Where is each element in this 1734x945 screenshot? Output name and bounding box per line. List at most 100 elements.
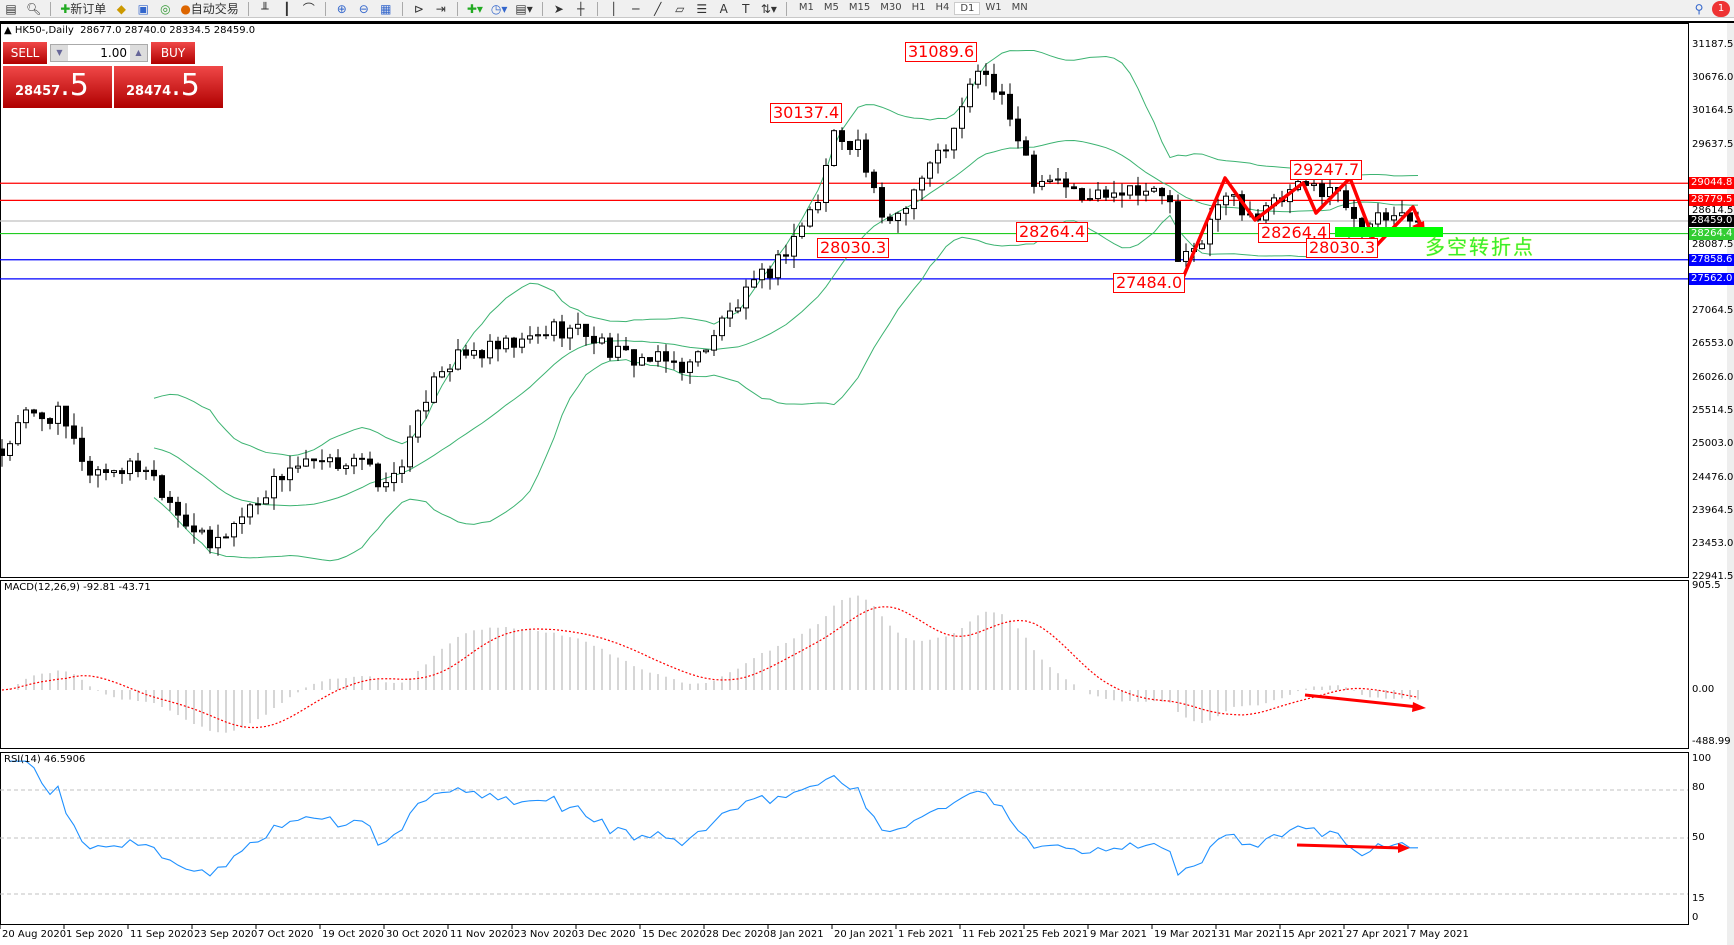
timeframe-m30[interactable]: M30 [880, 2, 902, 13]
candle-bullish [247, 504, 253, 518]
text-icon[interactable]: A [719, 1, 728, 16]
equidistant-channel-icon[interactable]: ▱ [675, 1, 685, 16]
candle-bullish [855, 139, 861, 150]
candle-bullish [471, 350, 477, 356]
sell-button[interactable]: SELL [3, 42, 47, 64]
candle-bullish [711, 335, 717, 351]
timeframe-h4[interactable]: H4 [935, 2, 950, 13]
timeframe-w1[interactable]: W1 [985, 2, 1002, 13]
candle-bullish [255, 503, 261, 506]
date-axis-label: 19 Mar 2021 [1154, 929, 1218, 940]
candle-bullish [239, 516, 245, 525]
zoom-search-icon[interactable]: 🔍︎ [26, 1, 42, 16]
candlestick-icon[interactable]: ┃ [283, 1, 291, 16]
price-axis-label: 23453.0 [1692, 538, 1734, 549]
lot-increase-button[interactable]: ▲ [130, 45, 147, 61]
candle-bearish [1383, 212, 1389, 221]
date-axis-label: 15 Apr 2021 [1282, 929, 1344, 940]
notification-badge[interactable]: 1 [1712, 0, 1730, 17]
candle-bullish [15, 422, 21, 445]
history-icon[interactable]: ◆ [116, 1, 126, 16]
separator [456, 1, 458, 16]
timeframe-mn[interactable]: MN [1011, 2, 1028, 13]
macd-axis-max: 905.5 [1692, 580, 1721, 591]
price-tag: 27562.0 [1689, 272, 1734, 285]
turning-point-zone [1335, 227, 1443, 237]
line-chart-icon[interactable]: ⌒ [302, 2, 315, 16]
candle-bearish [1319, 183, 1325, 198]
buy-price[interactable]: 28474.5 [114, 66, 223, 108]
candle-bearish [1407, 212, 1413, 222]
candle-bearish [335, 457, 341, 469]
candle-bullish [287, 467, 293, 481]
macd-axis-zero: 0.00 [1692, 684, 1715, 695]
crosshair-icon[interactable]: ┼ [577, 1, 585, 16]
candle-bearish [319, 460, 325, 463]
search-icon[interactable]: ⚲ [1694, 1, 1704, 16]
indicators-icon[interactable]: ✚▾ [466, 1, 483, 16]
chart-shift-icon[interactable]: ⇥ [435, 1, 446, 16]
candle-bearish [79, 437, 85, 462]
high-value: 28740.0 [124, 25, 167, 36]
zoom-out-icon[interactable]: ⊖ [358, 1, 369, 16]
timeframe-m1[interactable]: M1 [798, 2, 814, 13]
candle-bearish [559, 321, 565, 339]
rsi-axis-0: 0 [1692, 912, 1699, 923]
candle-bearish [783, 254, 789, 257]
trendline-icon[interactable]: ╱ [654, 1, 662, 16]
buy-button[interactable]: BUY [151, 42, 195, 64]
candle-bullish [391, 472, 397, 484]
candle-bullish [1199, 243, 1205, 250]
candle-bearish [663, 351, 669, 362]
timeframe-h1[interactable]: H1 [911, 2, 926, 13]
candle-bearish [1119, 192, 1125, 196]
zoom-in-icon[interactable]: ⊕ [336, 1, 347, 16]
annotation-low: 28030.3 [817, 238, 890, 258]
lot-value[interactable]: 1.00 [100, 46, 127, 60]
annotation-high: 31089.6 [905, 42, 978, 62]
cursor-icon[interactable]: ➤ [553, 1, 564, 16]
text-label-icon[interactable]: T [742, 1, 750, 16]
timeframe-d1[interactable]: D1 [954, 2, 981, 15]
price-tag: 28779.5 [1689, 194, 1734, 207]
price-axis-label: 28087.5 [1692, 239, 1734, 250]
templates-icon[interactable]: ▤▾ [515, 1, 533, 16]
candle-bullish [959, 106, 965, 129]
market-watch-icon[interactable]: ▣ [137, 1, 149, 16]
periods-clock-icon[interactable]: ◷▾ [490, 1, 508, 16]
separator [401, 1, 403, 16]
candle-bullish [551, 321, 557, 336]
candle-bullish [327, 457, 333, 463]
candle-bullish [599, 337, 605, 344]
candle-bearish [999, 91, 1005, 95]
fibonacci-icon[interactable]: ☰ [696, 1, 708, 16]
close-value: 28459.0 [213, 25, 256, 36]
candle-bearish [887, 216, 893, 222]
horizontal-line-icon[interactable]: ─ [632, 1, 640, 16]
bar-chart-icon[interactable]: ╨ [261, 1, 269, 16]
lot-decrease-button[interactable]: ▼ [51, 45, 68, 61]
candle-bullish [719, 317, 725, 337]
auto-trading-button[interactable]: ● 自动交易 [178, 1, 241, 17]
candle-bearish [631, 349, 637, 366]
candle-bearish [623, 345, 629, 351]
new-chart-icon[interactable]: ▤ [5, 1, 17, 16]
candle-bearish [167, 496, 173, 503]
annotation-high: 30137.4 [770, 103, 843, 123]
new-order-button[interactable]: ✚ 新订单 [58, 1, 108, 17]
timeframe-m15[interactable]: M15 [848, 2, 871, 13]
arrows-icon[interactable]: ⇅▾ [760, 1, 777, 16]
candle-bullish [815, 202, 821, 211]
signals-icon[interactable]: ◎ [160, 1, 171, 16]
rsi-label: RSI(14) 46.5906 [4, 754, 86, 765]
sell-price[interactable]: 28457.5 [3, 66, 112, 108]
candle-bullish [519, 338, 525, 348]
autoscroll-icon[interactable]: ⊳ [413, 1, 424, 16]
tile-windows-icon[interactable]: ▦ [380, 1, 392, 16]
vertical-line-icon[interactable]: │ [610, 1, 618, 16]
separator [785, 1, 787, 16]
lot-size-field[interactable]: ▼ 1.00 ▲ [50, 44, 148, 62]
timeframe-m5[interactable]: M5 [823, 2, 839, 13]
candle-bullish [903, 208, 909, 214]
